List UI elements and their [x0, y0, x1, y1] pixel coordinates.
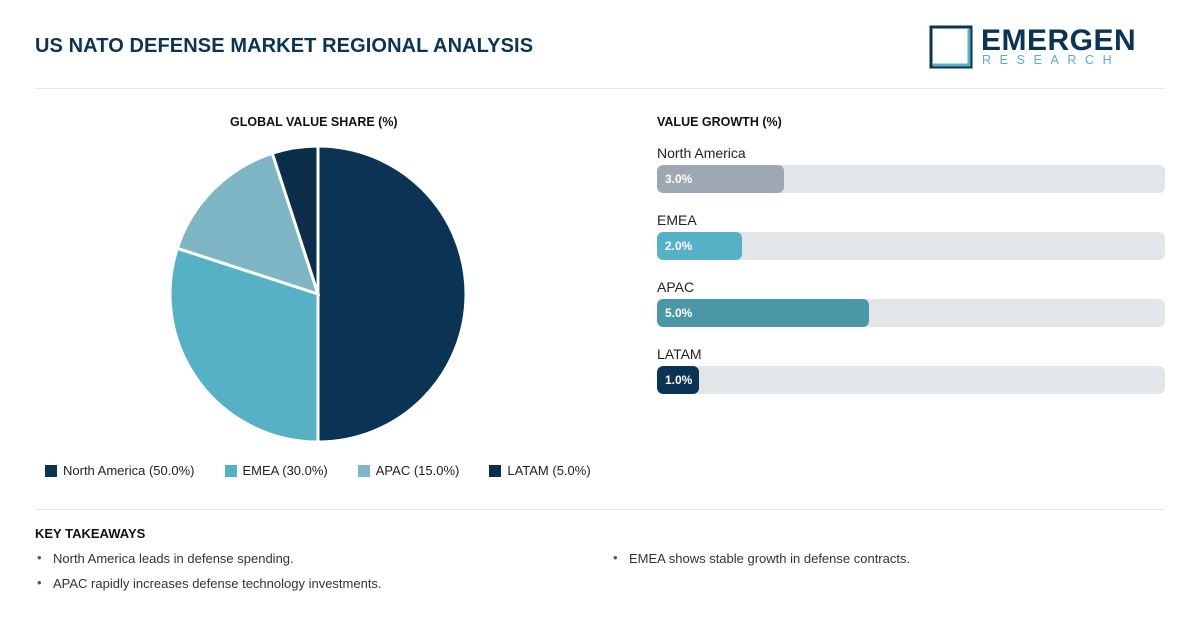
key-takeaways-title: KEY TAKEAWAYS [35, 526, 146, 541]
pie-slice-latam [270, 144, 320, 295]
takeaway-item: EMEA shows stable growth in defense cont… [611, 550, 910, 566]
growth-track: 3.0% [657, 165, 1165, 193]
logo-wordmark: EMERGEN [981, 24, 1137, 57]
legend-item: LATAM (5.0%) [489, 463, 591, 478]
growth-row: North America 3.0% [657, 143, 1165, 210]
legend-label: EMEA (30.0%) [242, 463, 328, 478]
growth-value-label: 2.0% [665, 239, 693, 253]
growth-track: 2.0% [657, 232, 1165, 260]
legend-item: North America (50.0%) [45, 463, 195, 478]
legend-swatch [224, 464, 237, 477]
growth-bar-chart: North America 3.0% EMEA 2.0% APAC 5.0% LATAM 1.… [657, 143, 1165, 411]
legend-swatch [45, 464, 57, 477]
pie-chart [168, 144, 468, 444]
takeaway-item: APAC rapidly increases defense technolog… [35, 575, 382, 591]
growth-value-label: 1.0% [665, 373, 693, 387]
page-title: US NATO DEFENSE MARKET REGIONAL ANALYSIS [35, 35, 534, 57]
legend-label: LATAM (5.0%) [507, 463, 591, 478]
legend-label: APAC (15.0%) [375, 463, 460, 478]
growth-bar: 2.0% [657, 232, 742, 260]
legend-swatch [357, 464, 370, 477]
growth-value-label: 5.0% [665, 306, 693, 320]
pie-chart-title: GLOBAL VALUE SHARE (%) [230, 115, 398, 129]
growth-category-label: LATAM [657, 346, 702, 362]
legend-label: North America (50.0%) [63, 463, 195, 478]
logo-subtitle: RESEARCH [982, 53, 1121, 67]
legend-item: APAC (15.0%) [357, 463, 460, 478]
growth-track: 1.0% [657, 366, 1165, 394]
growth-row: LATAM 1.0% [657, 344, 1165, 411]
emergen-research-logo: EMERGEN RESEARCH [928, 24, 1136, 72]
growth-category-label: EMEA [657, 212, 697, 228]
logo-mark-icon [929, 25, 973, 69]
legend-swatch [489, 464, 502, 477]
pie-slice-emea [168, 246, 320, 444]
growth-category-label: North America [657, 145, 746, 161]
section-divider [35, 509, 1165, 510]
growth-track: 5.0% [657, 299, 1165, 327]
growth-chart-title: VALUE GROWTH (%) [657, 115, 782, 129]
growth-row: APAC 5.0% [657, 277, 1165, 344]
growth-value-label: 3.0% [665, 172, 693, 186]
takeaway-item: North America leads in defense spending. [35, 550, 294, 566]
pie-slice-north-america [316, 144, 468, 444]
growth-bar: 5.0% [657, 299, 869, 327]
pie-legend: North America (50.0%) EMEA (30.0%) APAC (1… [45, 463, 621, 478]
growth-bar: 3.0% [657, 165, 784, 193]
growth-bar: 1.0% [657, 366, 700, 394]
growth-category-label: APAC [657, 279, 695, 295]
header: US NATO DEFENSE MARKET REGIONAL ANALYSIS [35, 0, 1165, 89]
growth-row: EMEA 2.0% [657, 210, 1165, 277]
legend-item: EMEA (30.0%) [224, 463, 328, 478]
